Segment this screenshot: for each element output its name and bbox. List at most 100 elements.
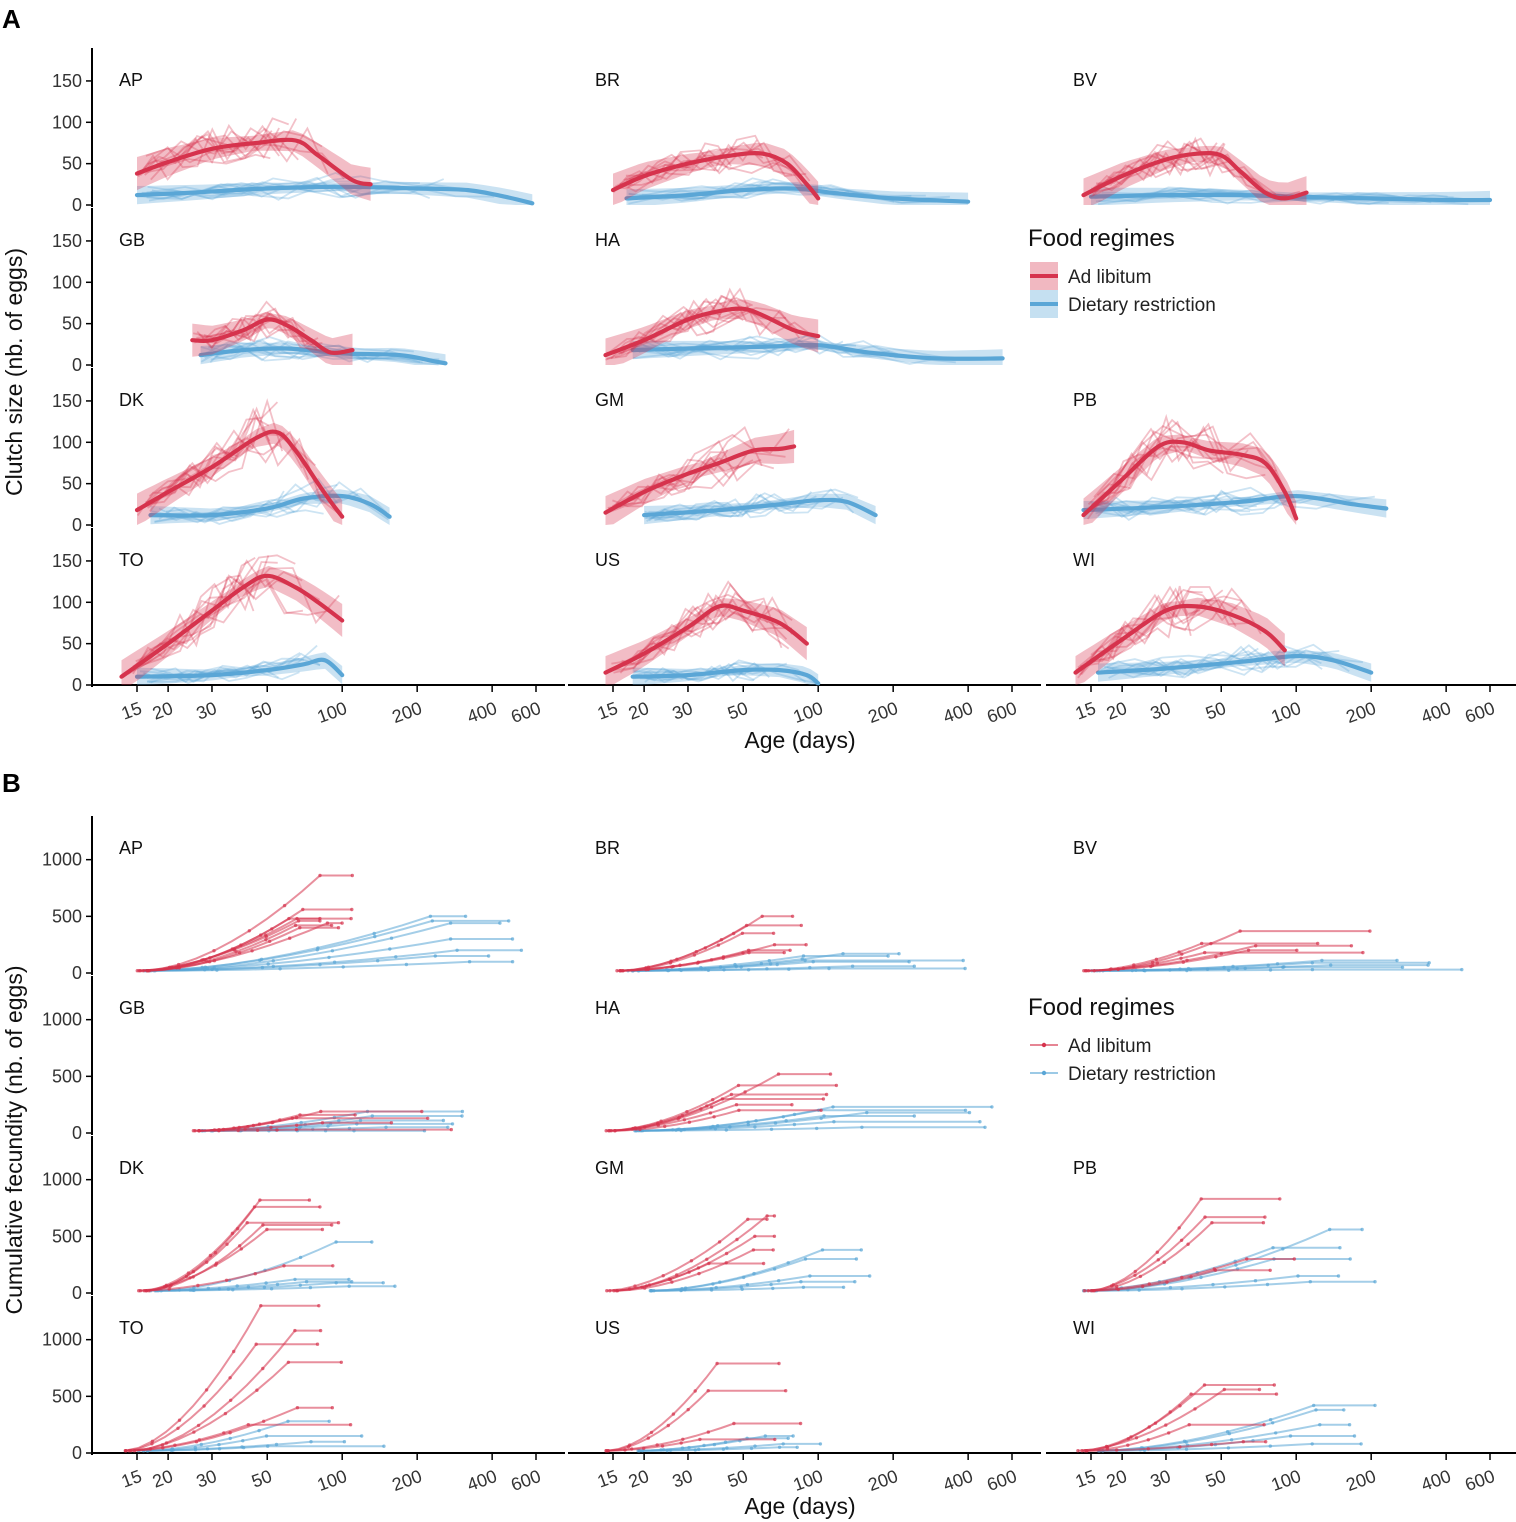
b-ad-point-pb-1-6 xyxy=(1156,1258,1161,1262)
b-ad-point-us-3-0 xyxy=(604,1449,608,1453)
legend-b-dr-point xyxy=(1041,1070,1047,1076)
b-ad-cumulative-line-gm-1 xyxy=(606,1218,767,1292)
b-dr-point-br-3-8 xyxy=(775,962,779,967)
b-ad-point-gm-0-8 xyxy=(735,1237,739,1242)
b-ad-point-ha-2-11 xyxy=(824,1092,829,1097)
a-ad-mean-curve-gb xyxy=(190,317,355,356)
b-ad-point-ap-2-11 xyxy=(349,916,353,921)
b-dr-point-gm-1-10 xyxy=(803,1257,808,1261)
b-dr-point-wi-1-11 xyxy=(1342,1408,1346,1412)
b-facet-br: BR xyxy=(595,838,967,973)
a-ad-individual-line-us-4 xyxy=(621,602,719,665)
b-ad-point-br-0-11 xyxy=(790,914,795,918)
b-ad-point-ha-3-8 xyxy=(699,1107,703,1111)
b-dr-point-us-3-2 xyxy=(665,1448,669,1453)
a-ad-individual-line-us-9 xyxy=(621,594,764,665)
panel-a-legend-dietary-restriction: Dietary restriction xyxy=(1068,295,1216,316)
a-ad-mean-curve-ap xyxy=(134,137,373,187)
b-ad-point-us-0-6 xyxy=(671,1412,676,1416)
b-ad-point-ap-4-6 xyxy=(237,951,242,955)
b-ad-point-gm-4-10 xyxy=(707,1261,711,1266)
b-ad-point-us-1-4 xyxy=(646,1436,650,1440)
b-ad-cumulative-line-wi-1 xyxy=(1077,1388,1260,1452)
b-ad-point-ap-7-6 xyxy=(234,950,238,954)
b-dr-point-gm-3-8 xyxy=(769,1282,773,1287)
a-x-tick-label-1-15: 15 xyxy=(595,698,621,724)
b-ad-point-bv-4-6 xyxy=(1155,961,1160,965)
b-dr-point-wi-0-11 xyxy=(1373,1403,1377,1408)
b-ad-point-dk-5-6 xyxy=(224,1278,229,1283)
b-x-tick-label-2-20: 20 xyxy=(1104,1466,1130,1492)
b-dr-point-gm-1-4 xyxy=(711,1282,715,1286)
b-dr-point-br-5-10 xyxy=(827,966,831,971)
b-dr-point-dk-2-8 xyxy=(275,1282,280,1287)
b-dr-point-wi-4-10 xyxy=(1310,1442,1314,1446)
a-y-tick-label-2-100: 100 xyxy=(52,432,82,452)
b-ad-point-gb-2-6 xyxy=(251,1123,256,1128)
b-dr-point-wi-3-11 xyxy=(1352,1434,1357,1438)
a-facet-label-us: US xyxy=(595,550,620,570)
a-x-tick-label-0-600: 600 xyxy=(508,698,543,727)
b-ad-point-pb-2-10 xyxy=(1210,1221,1214,1225)
b-ad-point-dk-2-8 xyxy=(225,1242,229,1246)
b-ad-point-ap-6-10 xyxy=(287,916,291,921)
a-dr-mean-curve-ha xyxy=(630,342,1005,361)
b-ad-point-pb-4-8 xyxy=(1189,1275,1193,1279)
b-ad-point-bv-1-10 xyxy=(1200,941,1204,946)
b-y-tick-label-2-0: 0 xyxy=(72,1283,82,1303)
b-ad-point-wi-1-6 xyxy=(1164,1423,1168,1427)
b-ad-point-ha-5-6 xyxy=(687,1120,692,1124)
b-ad-point-ap-7-8 xyxy=(264,938,268,942)
b-dr-point-us-3-11 xyxy=(795,1445,799,1450)
b-y-tick-label-0-500: 500 xyxy=(52,906,82,926)
b-dr-point-ap-3-6 xyxy=(327,955,331,960)
b-ad-point-us-2-10 xyxy=(732,1421,736,1426)
b-ad-point-to-4-10 xyxy=(295,1406,300,1410)
b-ad-point-us-3-4 xyxy=(642,1446,646,1451)
b-ad-point-pb-4-4 xyxy=(1141,1284,1145,1289)
b-ad-point-ha-1-11 xyxy=(834,1083,839,1088)
b-ad-point-dk-2-4 xyxy=(184,1274,189,1279)
b-ad-point-gb-4-4 xyxy=(236,1128,240,1133)
b-dr-point-bv-4-4 xyxy=(1185,968,1189,973)
b-ad-point-us-1-2 xyxy=(626,1445,631,1449)
a-y-tick-label-0-0: 0 xyxy=(72,195,82,215)
b-dr-point-us-3-4 xyxy=(693,1448,697,1452)
a-ad-individual-line-gm-8 xyxy=(608,439,775,510)
b-dr-point-gm-4-0 xyxy=(648,1289,652,1293)
a-ad-individual-line-ap-0 xyxy=(147,127,299,165)
a-dr-individual-line-gb-5 xyxy=(200,336,408,360)
a-y-tick-label-2-50: 50 xyxy=(62,474,82,494)
b-ad-point-pb-3-10 xyxy=(1245,1257,1249,1261)
b-ad-point-pb-2-6 xyxy=(1162,1260,1166,1264)
b-dr-point-bv-3-10 xyxy=(1281,965,1285,969)
b-ad-point-ha-1-10 xyxy=(736,1083,741,1088)
a-y-tick-label-2-150: 150 xyxy=(52,391,82,411)
b-facet-wi: WI xyxy=(1073,1318,1377,1453)
a-ad-individual-line-pb-9 xyxy=(1096,425,1295,515)
b-dr-point-pb-2-6 xyxy=(1199,1275,1203,1280)
b-dr-point-pb-3-10 xyxy=(1296,1274,1300,1278)
a-dr-mean-curve-us xyxy=(630,667,821,686)
a-facet-pb: PB xyxy=(1073,390,1389,525)
a-ad-individual-line-gm-2 xyxy=(606,451,724,513)
b-ad-point-ha-4-0 xyxy=(604,1129,608,1133)
a-ad-individual-line-gb-0 xyxy=(206,317,328,354)
b-ad-cumulative-line-ap-7 xyxy=(146,924,332,972)
b-ad-point-gm-0-6 xyxy=(705,1257,709,1262)
b-x-tick-label-2-200: 200 xyxy=(1343,1466,1378,1495)
b-facet-ap: AP xyxy=(119,838,524,973)
b-ad-point-ap-6-6 xyxy=(230,947,235,951)
b-ad-point-wi-3-6 xyxy=(1146,1438,1151,1442)
a-ad-individual-line-dk-1 xyxy=(150,414,271,505)
b-x-tick-label-0-20: 20 xyxy=(150,1466,176,1492)
panel-b-legend-title: Food regimes xyxy=(1028,994,1175,1021)
a-dr-individual-line-wi-5 xyxy=(1098,657,1287,678)
b-dr-point-gb-1-10 xyxy=(370,1114,374,1118)
a-x-tick-label-2-600: 600 xyxy=(1462,698,1497,727)
b-dr-point-to-0-11 xyxy=(327,1419,331,1424)
a-x-tick-label-2-50: 50 xyxy=(1203,698,1229,724)
b-ad-point-gb-2-11 xyxy=(426,1116,430,1121)
b-dr-point-ha-0-10 xyxy=(831,1105,835,1109)
b-dr-point-ha-3-6 xyxy=(746,1122,750,1127)
